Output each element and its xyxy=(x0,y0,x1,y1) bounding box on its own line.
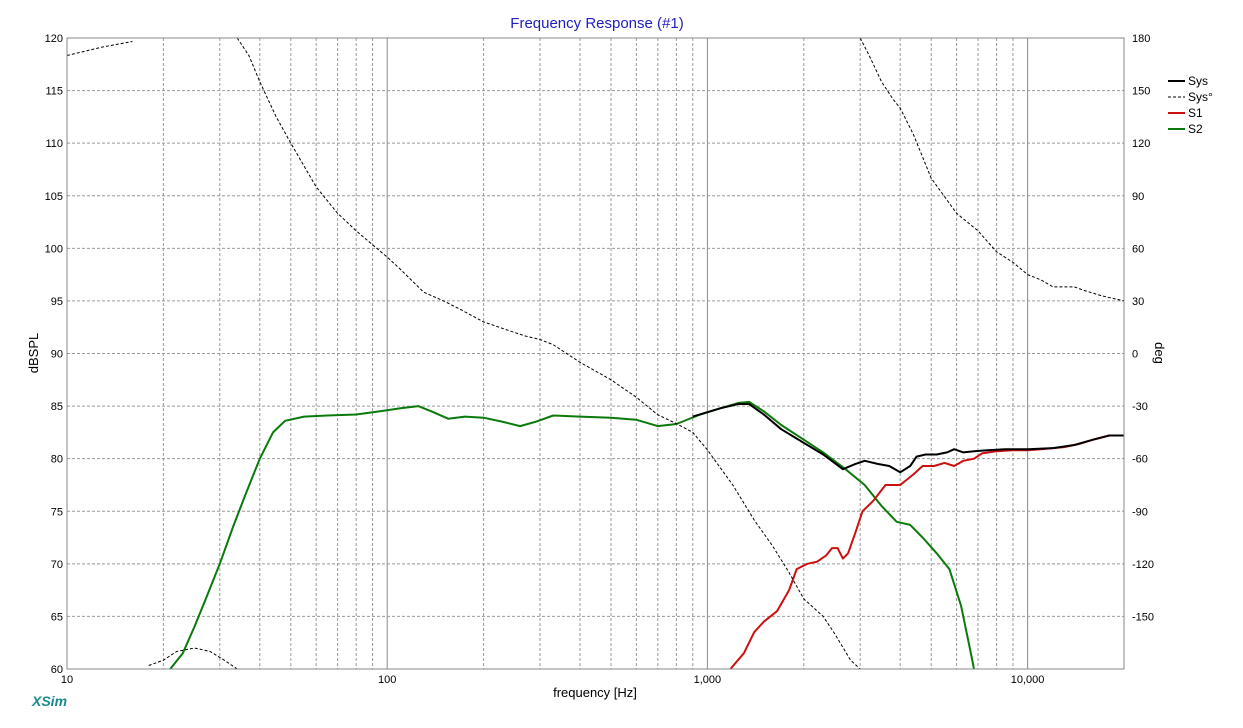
y-tick-label: 75 xyxy=(51,506,63,518)
y-tick-label: 120 xyxy=(45,33,63,45)
y-axis-title: dBSPL xyxy=(26,333,41,373)
y2-tick-label: 60 xyxy=(1132,243,1144,255)
series-line-sysphase xyxy=(66,37,1125,670)
tick-labels: 10 100 1,000 10,000 60 65 70 75 80 85 90 95 100 105 11… xyxy=(45,33,1154,686)
y-tick-label: 115 xyxy=(45,86,63,98)
chart-title: Frequency Response (#1) xyxy=(510,15,683,32)
x-tick-label: 1,000 xyxy=(694,674,722,686)
x-tick-label: 10 xyxy=(61,674,73,686)
series-line-sys xyxy=(692,403,1124,474)
y2-tick-label: -30 xyxy=(1132,401,1148,413)
y2-tick-label: 180 xyxy=(1132,33,1150,45)
y2-tick-label: -60 xyxy=(1132,454,1148,466)
legend-label: Sys° xyxy=(1188,90,1213,104)
y-tick-label: 60 xyxy=(51,664,63,676)
legend: Sys Sys° S1 S2 xyxy=(1168,74,1213,136)
series-line-s2 xyxy=(169,400,975,670)
y-tick-label: 70 xyxy=(51,559,63,571)
y2-tick-label: 150 xyxy=(1132,86,1150,98)
xsim-brand-label: XSim xyxy=(31,693,67,709)
series-layer xyxy=(66,37,1125,670)
y2-axis-title: deg xyxy=(1152,342,1167,364)
y-tick-label: 110 xyxy=(45,138,63,150)
y2-tick-label: -90 xyxy=(1132,506,1148,518)
y2-tick-label: 90 xyxy=(1132,191,1144,203)
legend-label: Sys xyxy=(1188,74,1208,88)
y2-tick-label: -150 xyxy=(1132,611,1154,623)
y2-tick-label: 30 xyxy=(1132,296,1144,308)
y2-tick-label: 120 xyxy=(1132,138,1150,150)
y-tick-label: 65 xyxy=(51,611,63,623)
y-tick-label: 105 xyxy=(45,191,63,203)
x-tick-label: 100 xyxy=(378,674,396,686)
y-tick-label: 90 xyxy=(51,349,63,361)
x-tick-label: 10,000 xyxy=(1011,674,1045,686)
x-axis-title: frequency [Hz] xyxy=(553,685,637,700)
y-tick-label: 100 xyxy=(45,243,63,255)
legend-label: S2 xyxy=(1188,122,1203,136)
plot-frame xyxy=(66,37,1125,670)
y2-tick-label: 0 xyxy=(1132,349,1138,361)
y-tick-label: 85 xyxy=(51,401,63,413)
y2-tick-label: -120 xyxy=(1132,559,1154,571)
y-tick-label: 80 xyxy=(51,454,63,466)
grid xyxy=(66,37,1125,670)
y-tick-label: 95 xyxy=(51,296,63,308)
legend-label: S1 xyxy=(1188,106,1203,120)
